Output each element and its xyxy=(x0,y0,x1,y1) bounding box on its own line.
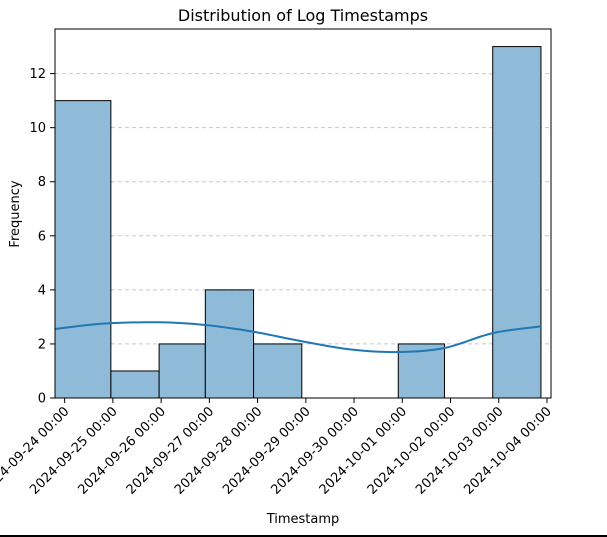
y-tick-label: 6 xyxy=(38,229,46,244)
x-tick-label: 2024-09-30 00:00 xyxy=(268,404,361,497)
histogram-bar xyxy=(397,343,445,399)
histogram-bar xyxy=(110,370,160,399)
y-axis-label: Frequency xyxy=(8,180,23,247)
kde-curve-layer xyxy=(54,321,542,354)
histogram-bar xyxy=(158,343,206,399)
y-tick-label: 2 xyxy=(38,337,46,352)
y-tick-label: 0 xyxy=(38,392,46,407)
y-tick-label: 4 xyxy=(38,283,46,298)
x-tick-label: 2024-09-25 00:00 xyxy=(27,404,120,497)
plot-frame xyxy=(54,28,552,399)
kde-curve xyxy=(54,321,542,354)
chart-title: Distribution of Log Timestamps xyxy=(178,6,428,25)
x-tick-label: 2024-10-02 00:00 xyxy=(365,404,458,497)
y-tick-label: 8 xyxy=(38,175,46,190)
y-tick-label: 12 xyxy=(29,67,46,82)
bottom-border-line xyxy=(0,535,607,537)
x-axis-label: Timestamp xyxy=(266,512,340,527)
histogram-bar xyxy=(204,289,255,399)
y-gridlines xyxy=(55,73,551,345)
x-tick-label: 2024-10-01 00:00 xyxy=(317,404,410,497)
histogram-bars xyxy=(54,46,542,399)
y-tick-label: 10 xyxy=(29,121,46,136)
x-tick-label: 2024-09-29 00:00 xyxy=(220,404,313,497)
x-tick-label: 2024-09-27 00:00 xyxy=(124,404,217,497)
histogram-bar xyxy=(492,46,542,399)
x-tick-label: 2024-09-28 00:00 xyxy=(172,404,265,497)
histogram-bar xyxy=(54,100,112,399)
x-tick-label: 2024-10-03 00:00 xyxy=(413,404,506,497)
y-axis-ticks: 0 2 4 6 8 10 12 xyxy=(29,67,55,407)
x-tick-label: 2024-09-26 00:00 xyxy=(75,404,168,497)
histogram-bar xyxy=(253,343,303,399)
x-tick-label: 2024-10-04 00:00 xyxy=(461,404,554,497)
